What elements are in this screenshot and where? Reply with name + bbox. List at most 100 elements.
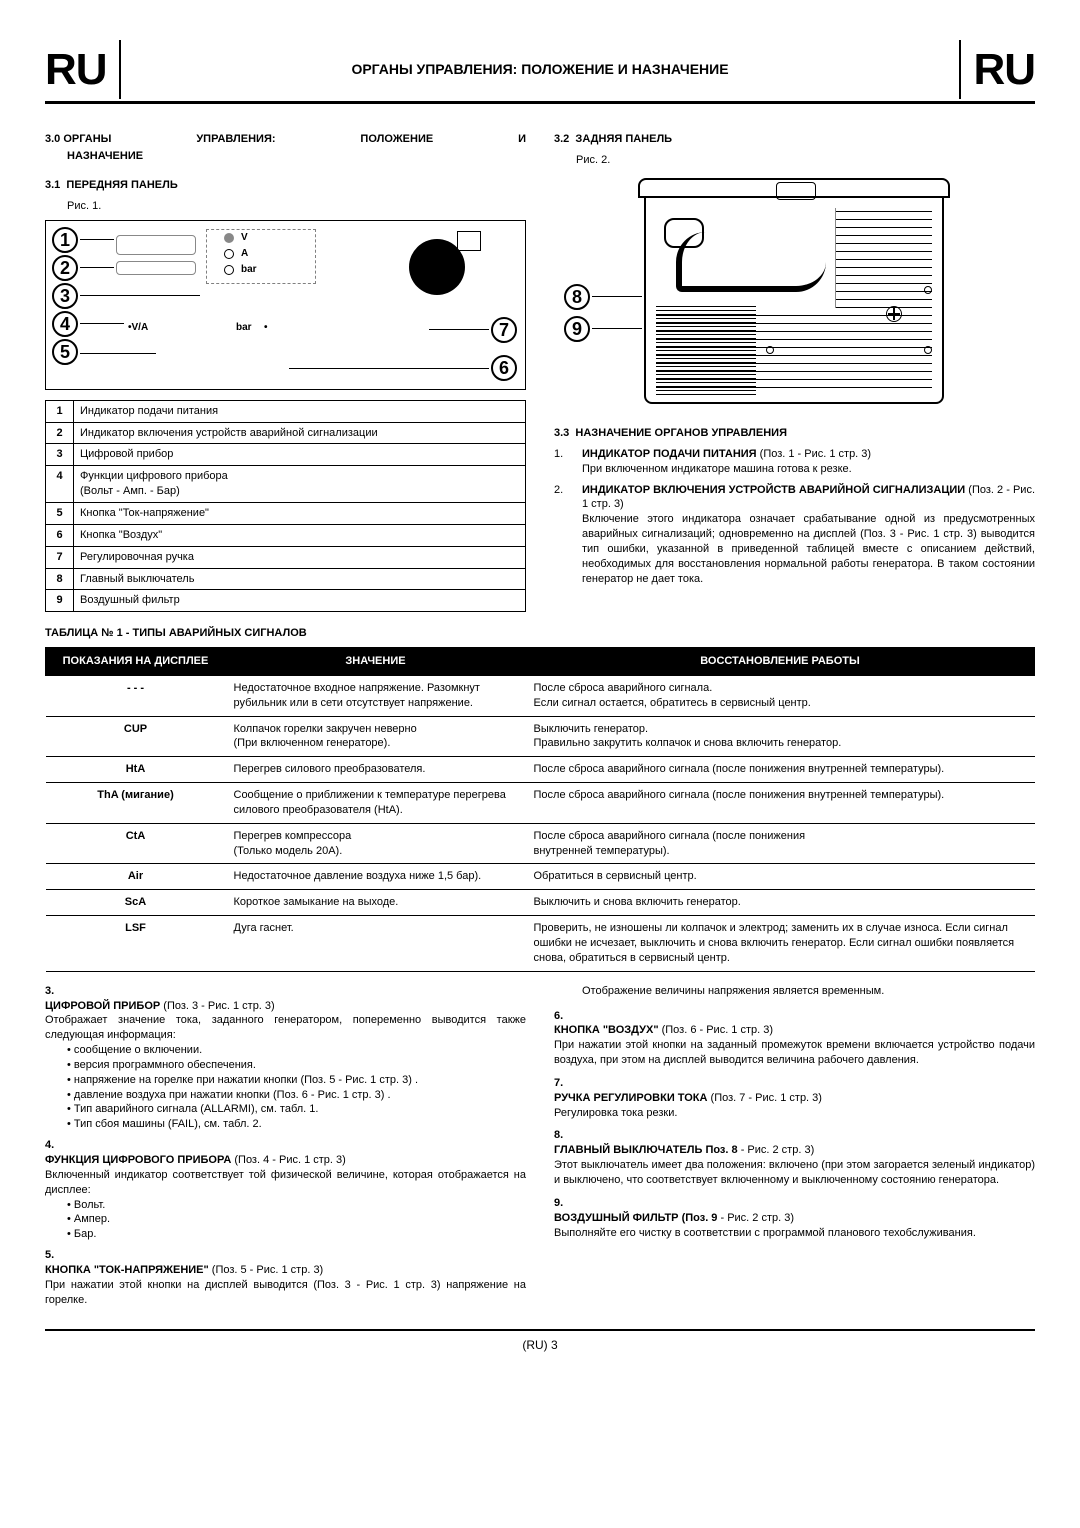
item-body: КНОПКА "ВОЗДУХ" (Поз. 6 - Рис. 1 стр. 3)… [554,1023,1035,1068]
def-num: 6 [46,524,74,546]
alarm-recovery: После сброса аварийного сигнала. Если си… [526,675,1035,716]
alarm-code: CtA [46,823,226,864]
item-num: 3. [45,984,526,999]
lower-left: 3.ЦИФРОВОЙ ПРИБОР (Поз. 3 - Рис. 1 стр. … [45,984,526,1308]
alarm-code: ThA (мигание) [46,783,226,824]
def-num: 5 [46,502,74,524]
alarm-recovery: После сброса аварийного сигнала (после п… [526,823,1035,864]
def-text: Регулировочная ручка [74,546,526,568]
front-panel-table: 1Индикатор подачи питания2Индикатор вклю… [45,400,526,612]
list-item: 2.ИНДИКАТОР ВКЛЮЧЕНИЯ УСТРОЙСТВ АВАРИЙНО… [554,483,1035,587]
list-item: 4.ФУНКЦИЯ ЦИФРОВОГО ПРИБОРА (Поз. 4 - Ри… [45,1138,526,1242]
def-num: 1 [46,400,74,422]
sec32-num: 3.2 [554,133,569,145]
list-item: 8.ГЛАВНЫЙ ВЫКЛЮЧАТЕЛЬ Поз. 8 - Рис. 2 ст… [554,1128,1035,1187]
table-row: 3Цифровой прибор [46,444,526,466]
table-row: 2Индикатор включения устройств аварийной… [46,422,526,444]
alarm-table: ПОКАЗАНИЯ НА ДИСПЛЕЕ ЗНАЧЕНИЕ ВОССТАНОВЛ… [45,647,1035,972]
label-va: V/A [132,322,149,333]
def-num: 7 [46,546,74,568]
alarm-code: Air [46,864,226,890]
def-num: 4 [46,466,74,503]
list-item: 3.ЦИФРОВОЙ ПРИБОР (Поз. 3 - Рис. 1 стр. … [45,984,526,1132]
table-row: 9Воздушный фильтр [46,590,526,612]
item-body: ГЛАВНЫЙ ВЫКЛЮЧАТЕЛЬ Поз. 8 - Рис. 2 стр.… [554,1143,1035,1188]
lang-badge-right: RU [959,40,1035,99]
table-row: 5Кнопка "Ток-напряжение" [46,502,526,524]
alarm-recovery: Проверить, не изношены ли колпачок и эле… [526,916,1035,972]
page-title: ОРГАНЫ УПРАВЛЕНИЯ: ПОЛОЖЕНИЕ И НАЗНАЧЕНИ… [133,60,948,79]
bullet: • версия программного обеспечения. [67,1058,526,1073]
alarm-recovery: После сброса аварийного сигнала (после п… [526,757,1035,783]
callout-3: 3 [52,283,78,309]
bullet: • Ампер. [67,1212,526,1227]
item-body: КНОПКА "ТОК-НАПРЯЖЕНИЕ" (Поз. 5 - Рис. 1… [45,1263,526,1308]
alarm-code: LSF [46,916,226,972]
alarm-recovery: После сброса аварийного сигнала (после п… [526,783,1035,824]
alarm-meaning: Перегрев силового преобразователя. [226,757,526,783]
sec33-num: 3.3 [554,427,569,439]
lang-badge-left: RU [45,40,121,99]
item-body: ФУНКЦИЯ ЦИФРОВОГО ПРИБОРА (Поз. 4 - Рис.… [45,1153,526,1242]
def-text: Воздушный фильтр [74,590,526,612]
table-row: HtAПерегрев силового преобразователя.Пос… [46,757,1035,783]
list-item: 9.ВОЗДУШНЫЙ ФИЛЬТР (Поз. 9 - Рис. 2 стр.… [554,1196,1035,1241]
alarm-recovery: Выключить генератор. Правильно закрутить… [526,716,1035,757]
table-row: - - -Недостаточное входное напряжение. Р… [46,675,1035,716]
item-num: 1. [554,447,572,477]
sec30-title-e: НАЗНАЧЕНИЕ [67,149,526,164]
left-column: 3.0 ОРГАНЫ УПРАВЛЕНИЯ: ПОЛОЖЕНИЕ И НАЗНА… [45,132,526,647]
bullet: • сообщение о включении. [67,1043,526,1058]
item-body: ВОЗДУШНЫЙ ФИЛЬТР (Поз. 9 - Рис. 2 стр. 3… [554,1211,1035,1241]
bullet: • напряжение на горелке при нажатии кноп… [67,1073,526,1088]
item-body: ИНДИКАТОР ВКЛЮЧЕНИЯ УСТРОЙСТВ АВАРИЙНОЙ … [582,483,1035,587]
bullet: • Тип аварийного сигнала (ALLARMI), см. … [67,1102,526,1117]
alarm-meaning: Короткое замыкание на выходе. [226,890,526,916]
list-item: 5.КНОПКА "ТОК-НАПРЯЖЕНИЕ" (Поз. 5 - Рис.… [45,1248,526,1307]
def-num: 8 [46,568,74,590]
table-row: CUPКолпачок горелки закручен неверно (Пр… [46,716,1035,757]
bullet: • Тип сбоя машины (FAIL), см. табл. 2. [67,1117,526,1132]
alarm-code: CUP [46,716,226,757]
callout-7: 7 [491,317,517,343]
def-text: Кнопка "Воздух" [74,524,526,546]
sec30-title-c: ПОЛОЖЕНИЕ [360,132,433,147]
def-text: Индикатор подачи питания [74,400,526,422]
rear-panel-diagram: 8 9 [554,174,1035,414]
note-text: Отображение величины напряжения является… [582,984,1035,999]
front-panel-diagram: 1 2 3 4 5 7 6 V A bar •V/A bar • [45,220,526,390]
def-text: Функции цифрового прибора (Вольт - Амп. … [74,466,526,503]
label-a: A [241,247,248,261]
table-row: LSFДуга гаснет.Проверить, не изношены ли… [46,916,1035,972]
table-row: 1Индикатор подачи питания [46,400,526,422]
item-num: 9. [554,1196,1035,1211]
table-row: 7Регулировочная ручка [46,546,526,568]
page-footer: (RU) 3 [45,1329,1035,1353]
alarm-recovery: Выключить и снова включить генератор. [526,890,1035,916]
def-text: Цифровой прибор [74,444,526,466]
lower-right: Отображение величины напряжения является… [554,984,1035,1308]
item-num: 8. [554,1128,1035,1143]
sec30-title-d: И [518,132,526,147]
item-num: 4. [45,1138,526,1153]
callout-8: 8 [564,284,590,310]
sec30-title-a: ОРГАНЫ [63,133,111,145]
callout-9: 9 [564,316,590,342]
table-row: AirНедостаточное давление воздуха ниже 1… [46,864,1035,890]
def-text: Кнопка "Ток-напряжение" [74,502,526,524]
def-text: Главный выключатель [74,568,526,590]
alarm-meaning: Недостаточное входное напряжение. Разомк… [226,675,526,716]
label-bar2: bar [236,321,252,335]
item-body: ИНДИКАТОР ПОДАЧИ ПИТАНИЯ (Поз. 1 - Рис. … [582,447,1035,477]
sec33-title: НАЗНАЧЕНИЕ ОРГАНОВ УПРАВЛЕНИЯ [575,427,787,439]
table-row: 4Функции цифрового прибора (Вольт - Амп.… [46,466,526,503]
controls-list: 1. ИНДИКАТОР ПОДАЧИ ПИТАНИЯ (Поз. 1 - Рис… [554,447,1035,587]
sec32-fig: Рис. 2. [576,153,1035,168]
right-column: 3.2 ЗАДНЯЯ ПАНЕЛЬ Рис. 2. 8 9 [554,132,1035,647]
def-num: 2 [46,422,74,444]
callout-2: 2 [52,255,78,281]
sec31-fig: Рис. 1. [67,199,526,214]
table-row: 6Кнопка "Воздух" [46,524,526,546]
list-item: 7.РУЧКА РЕГУЛИРОВКИ ТОКА (Поз. 7 - Рис. … [554,1076,1035,1121]
sec32-title: ЗАДНЯЯ ПАНЕЛЬ [575,133,672,145]
